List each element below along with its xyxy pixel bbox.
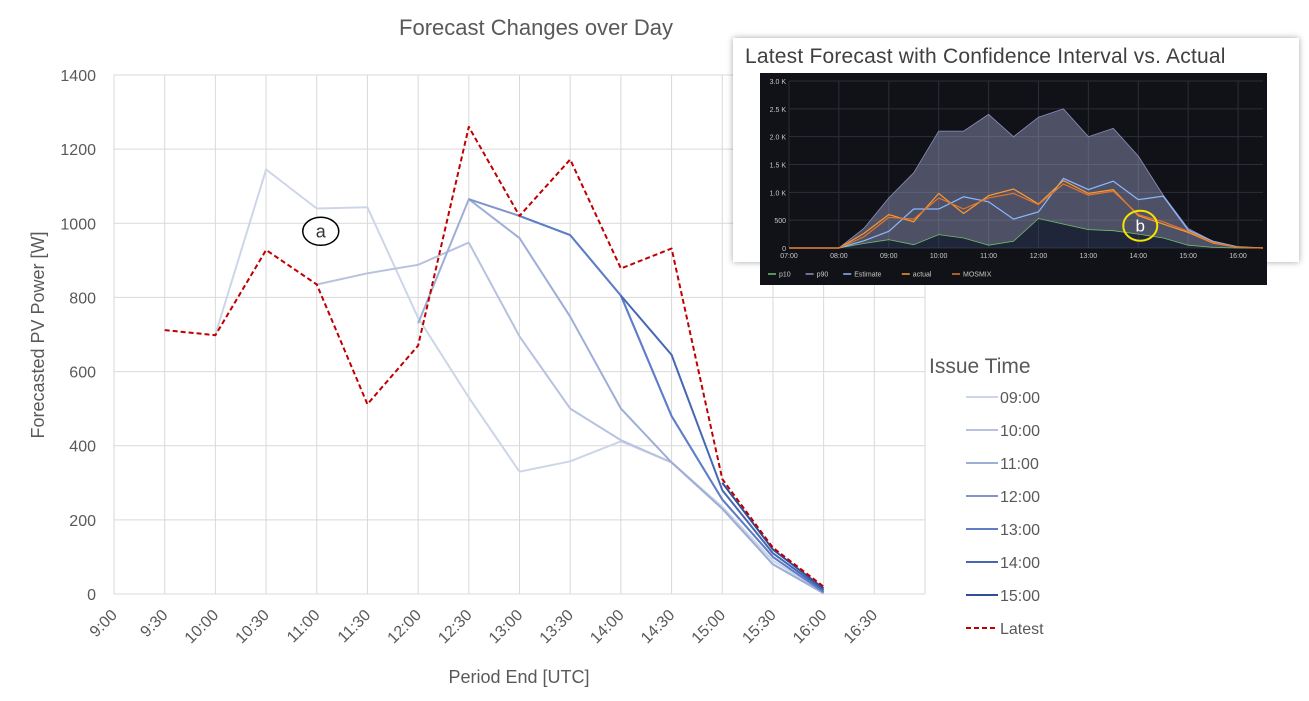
- inset-series-line-actual: [789, 179, 1264, 249]
- x-axis-title: Period End [UTC]: [448, 667, 589, 687]
- inset-y-tick-label: 3.0 K: [770, 79, 787, 86]
- inset-x-tick-label: 10:00: [930, 253, 948, 260]
- legend-label: 09:00: [1000, 390, 1040, 407]
- x-tick-label: 12:30: [435, 607, 475, 647]
- inset-y-tick-label: 1.5 K: [770, 163, 787, 170]
- inset-y-tick-label: 2.0 K: [770, 135, 787, 142]
- series-line-1400: [620, 294, 825, 592]
- inset-gridlines: [788, 80, 1263, 249]
- inset-y-tick-label: 1.0 K: [770, 190, 787, 197]
- inset-x-tick-label: 13:00: [1080, 253, 1098, 260]
- x-tick-label: 15:30: [739, 607, 779, 647]
- inset-series: [789, 108, 1264, 249]
- legend-label: Latest: [1000, 621, 1044, 638]
- inset-x-tick-label: 14:00: [1129, 253, 1147, 260]
- x-axis-ticks: 9:00 9:30 10:00 10:30 11:00 11:30 12:00 12:30 13…: [87, 607, 881, 647]
- inset-x-tick-label: 16:00: [1229, 253, 1247, 260]
- annotation-a: a: [302, 216, 340, 247]
- inset-series-line-p90: [789, 108, 1264, 249]
- inset-y-tick-label: 500: [774, 218, 786, 225]
- x-tick-label: 14:30: [638, 607, 678, 647]
- x-tick-label: 11:00: [284, 607, 324, 647]
- legend: Issue Time 09:00 10:00 11:00 12:00 13:00 14:0…: [929, 355, 1044, 638]
- y-tick-label: 0: [87, 587, 96, 604]
- inset-x-tick-label: 12:00: [1030, 253, 1048, 260]
- y-tick-label: 1200: [60, 142, 96, 159]
- legend-label: 15:00: [1000, 588, 1040, 605]
- inset-title: Latest Forecast with Confidence Interval…: [745, 45, 1226, 68]
- inset-legend-label: p10: [779, 272, 791, 279]
- inset-legend: p10 p90 Estimate actual MOSMIX: [768, 272, 992, 279]
- inset-x-tick-label: 09:00: [880, 253, 898, 260]
- annotation-b: b: [1122, 209, 1159, 242]
- y-tick-label: 200: [69, 513, 96, 530]
- confidence-band: [789, 108, 1263, 248]
- series-line-0900: [214, 168, 825, 593]
- inset-x-tick-label: 08:00: [830, 253, 848, 260]
- inset-y-axis-ticks: 0 500 1.0 K 1.5 K 2.0 K 2.5 K 3.0 K: [770, 79, 787, 253]
- x-tick-label: 10:00: [182, 607, 222, 647]
- inset-y-tick-label: 0: [782, 246, 786, 253]
- inset-x-tick-label: 07:00: [780, 253, 798, 260]
- x-tick-label: 10:30: [233, 607, 273, 647]
- inset-chart-panel: 0 500 1.0 K 1.5 K 2.0 K 2.5 K 3.0 K 07:00 08:00…: [760, 73, 1267, 285]
- annotation-circle: [302, 216, 340, 247]
- x-tick-label: 9:00: [87, 607, 121, 641]
- legend-label: 13:00: [1000, 522, 1040, 539]
- annotation-circle: [1122, 209, 1159, 242]
- legend-label: 10:00: [1000, 423, 1040, 440]
- annotation-label: b: [1136, 217, 1145, 236]
- inset-x-axis-ticks: 07:00 08:00 09:00 10:00 11:00 12:00 13:00 14:00…: [780, 253, 1247, 260]
- x-tick-label: 13:30: [537, 607, 577, 647]
- x-tick-label: 11:30: [335, 607, 375, 647]
- annotation-label: a: [316, 221, 327, 241]
- plot-series: [164, 125, 825, 595]
- y-tick-label: 800: [69, 290, 96, 307]
- series-line-1500: [721, 482, 825, 590]
- inset-legend-label: MOSMIX: [963, 272, 992, 279]
- legend-label: 14:00: [1000, 555, 1040, 572]
- x-tick-label: 14:00: [587, 607, 627, 647]
- y-tick-label: 1400: [60, 68, 96, 85]
- legend-label: 11:00: [1000, 456, 1039, 473]
- x-tick-label: 12:00: [385, 607, 425, 647]
- series-line-1100: [417, 198, 825, 595]
- series-line-Latest: [164, 125, 825, 588]
- y-tick-label: 600: [69, 365, 96, 382]
- legend-title: Issue Time: [929, 355, 1031, 378]
- inset-series-line-p10: [789, 218, 1263, 249]
- inset-x-tick-label: 11:00: [980, 253, 997, 260]
- inset-y-tick-label: 2.5 K: [770, 107, 787, 114]
- y-tick-label: 1000: [60, 216, 96, 233]
- chart-title: Forecast Changes over Day: [399, 15, 673, 40]
- series-line-1300: [519, 214, 825, 593]
- inset-legend-label: Estimate: [854, 272, 881, 279]
- inset-panel: Latest Forecast with Confidence Interval…: [733, 38, 1299, 285]
- x-tick-label: 16:00: [790, 607, 830, 647]
- inset-legend-label: p90: [817, 272, 829, 279]
- y-axis-title: Forecasted PV Power [W]: [28, 231, 48, 438]
- inset-chart: 0 500 1.0 K 1.5 K 2.0 K 2.5 K 3.0 K 07:00 08:00…: [768, 79, 1264, 279]
- y-axis-ticks: 0 200 400 600 800 1000 1200 1400: [60, 68, 96, 604]
- inset-series-line-MOSMIX: [789, 183, 1264, 249]
- legend-label: 12:00: [1000, 489, 1040, 506]
- x-tick-label: 16:30: [841, 607, 881, 647]
- inset-series-line-Estimate: [789, 177, 1264, 249]
- x-tick-label: 15:00: [689, 607, 729, 647]
- inset-x-tick-label: 15:00: [1179, 253, 1197, 260]
- y-tick-label: 400: [69, 439, 96, 456]
- x-tick-label: 13:00: [486, 607, 526, 647]
- inset-legend-label: actual: [913, 272, 932, 279]
- x-tick-label: 9:30: [137, 607, 171, 641]
